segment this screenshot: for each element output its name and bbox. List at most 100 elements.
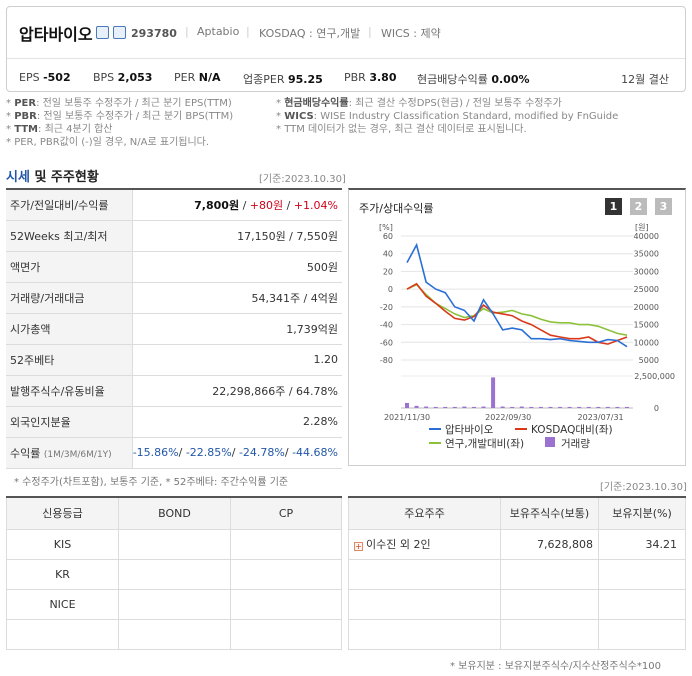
volume-bar	[625, 406, 629, 408]
volume-bar	[510, 406, 515, 408]
y-tick-label-left: 20	[383, 267, 393, 276]
chart-title: 주가/상대수익률	[359, 202, 434, 215]
y-tick-label-right: 10000	[634, 338, 659, 347]
metric-industry-per: 업종PER 95.25	[243, 73, 323, 86]
y-tick-label-right: 20000	[634, 303, 659, 312]
x-tick-label: 2023/07/31	[578, 413, 624, 422]
column-header: CP	[230, 497, 342, 530]
table-row: 발행주식수/유동비율 22,298,866주 / 64.78%	[6, 375, 342, 407]
column-header: 신용등급	[6, 497, 119, 530]
y-tick-label-right: 15000	[634, 321, 659, 330]
table-row: + 이수진 외 2인 7,628,808 34.21	[348, 528, 686, 560]
legend-swatch	[545, 437, 555, 447]
row-value: 1,739억원	[132, 313, 342, 345]
volume-bar	[567, 406, 572, 408]
volume-bar	[519, 406, 524, 408]
company-eng-name: Aptabio	[197, 25, 240, 38]
divider: |	[185, 25, 189, 38]
table-row: 액면가 500원	[6, 251, 342, 283]
table-row	[6, 618, 342, 650]
row-value: 7,800원 / +80원 / +1.04%	[132, 189, 342, 221]
y-tick-label-left: -60	[380, 338, 393, 347]
expand-icon[interactable]: +	[354, 542, 363, 551]
table-row: 52Weeks 최고/최저 17,150원 / 7,550원	[6, 220, 342, 252]
y-axis-unit-right: [원]	[635, 223, 649, 232]
volume-bar	[577, 406, 582, 408]
volume-bar	[424, 406, 429, 408]
home-icon[interactable]	[96, 26, 109, 39]
volume-bar	[481, 406, 486, 408]
basis-date: [기준:2023.10.30]	[259, 174, 346, 185]
stock-code: 293780	[131, 27, 177, 40]
row-label: 주가/전일대비/수익률	[6, 189, 133, 221]
metric-per: PER N/A	[174, 71, 221, 84]
volume-bar	[596, 406, 601, 408]
chart-page-3-button[interactable]: 3	[655, 198, 672, 215]
table-row: 수익률 (1M/3M/6M/1Y) -15.86%/ -22.85%/ -24.…	[6, 437, 342, 469]
table-row: 주가/전일대비/수익률 7,800원 / +80원 / +1.04%	[6, 189, 342, 221]
cp-cell	[230, 618, 342, 650]
table-row	[348, 618, 686, 650]
y-tick-label-left: -20	[380, 303, 393, 312]
y-tick-label-right: 25000	[634, 285, 659, 294]
row-label: 52Weeks 최고/최저	[6, 220, 133, 252]
chart-page-1-button[interactable]: 1	[605, 198, 622, 215]
series-line	[406, 242, 628, 348]
table-row: 52주베타 1.20	[6, 344, 342, 376]
row-label: 거래량/거래대금	[6, 282, 133, 314]
row-value: 2.28%	[132, 406, 342, 438]
row-label: 액면가	[6, 251, 133, 283]
building-icon[interactable]	[113, 26, 126, 39]
table-row: 시가총액 1,739억원	[6, 313, 342, 345]
agency-name	[6, 618, 119, 650]
volume-bar	[414, 405, 419, 408]
quote-footnote: * 수정주가(차트포함), 보통주 기준, * 52주베타: 주간수익률 기준	[14, 477, 289, 488]
wics-info: WICS : 제약	[381, 27, 441, 40]
holder-name[interactable]: + 이수진 외 2인	[348, 528, 501, 560]
y-tick-label-right: 40000	[634, 232, 659, 241]
bond-cell	[118, 528, 231, 560]
table-row: 거래량/거래대금 54,341주 / 4억원	[6, 282, 342, 314]
row-value: 54,341주 / 4억원	[132, 282, 342, 314]
agency-name: KIS	[6, 528, 119, 560]
metric-bps: BPS 2,053	[93, 71, 153, 84]
volume-bar	[529, 406, 534, 408]
legend-label: 연구,개발대비(좌)	[445, 438, 524, 450]
volume-bar	[405, 402, 409, 408]
holders-footnote: * 보유지분 : 보유지분주식수/지수산정주식수*100	[450, 661, 661, 672]
note-dividend: * 현금배당수익률: 최근 결산 수정DPS(현금) / 전일 보통주 수정주가	[276, 98, 562, 109]
note-ttm: * TTM: 최근 4분기 합산	[6, 124, 113, 135]
quote-table: 주가/전일대비/수익률 7,800원 / +80원 / +1.04% 52Wee…	[6, 188, 342, 469]
note-per: * PER: 전일 보통주 수정주가 / 최근 분기 EPS(TTM)	[6, 98, 232, 109]
legend-label: KOSDAQ대비(좌)	[531, 424, 613, 436]
section-title: 시세 및 주주현황	[6, 170, 99, 185]
y-tick-label-left: 60	[383, 232, 393, 241]
notes-left: * PER: 전일 보통주 수정주가 / 최근 분기 EPS(TTM) * PB…	[6, 97, 271, 149]
volume-bar	[605, 406, 610, 408]
holder-pct: 34.21	[598, 528, 686, 560]
volume-tick-label: 2,500,000	[634, 372, 675, 381]
price-chart: [%] [원] 60 40000 40 35000 20 30000 0 25000 -20 2000…	[379, 223, 675, 450]
row-value: 22,298,866주 / 64.78%	[132, 375, 342, 407]
company-header: 압타바이오 293780 | Aptabio | KOSDAQ : 연구,개발 …	[6, 6, 686, 92]
y-axis-unit-left: [%]	[379, 223, 393, 232]
agency-name: KR	[6, 558, 119, 590]
volume-bar	[433, 406, 438, 408]
chart-panel: 주가/상대수익률 1 2 3 [%] [원] 60 40000 40 35000 20 300…	[348, 188, 686, 466]
volume-bar	[586, 406, 591, 408]
market-info: KOSDAQ : 연구,개발	[259, 27, 361, 40]
volume-bar	[462, 406, 467, 408]
major-shareholders-table: 주요주주 보유주식수(보통) 보유지분(%) + 이수진 외 2인 7,628,8…	[348, 496, 686, 650]
table-row: KR	[6, 558, 342, 590]
volume-bar	[548, 406, 553, 408]
header-top: 압타바이오 293780 | Aptabio | KOSDAQ : 연구,개발 …	[7, 7, 685, 59]
row-value: -15.86%/ -22.85%/ -24.78%/ -44.68%	[132, 437, 342, 469]
note-pbr: * PBR: 전일 보통주 수정주가 / 최근 분기 BPS(TTM)	[6, 111, 234, 122]
cp-cell	[230, 588, 342, 620]
credit-rating-table: 신용등급 BOND CP KIS KR NICE	[6, 496, 342, 650]
row-label: 시가총액	[6, 313, 133, 345]
table-header-row: 주요주주 보유주식수(보통) 보유지분(%)	[348, 497, 686, 530]
agency-name: NICE	[6, 588, 119, 620]
bond-cell	[118, 558, 231, 590]
chart-page-2-button[interactable]: 2	[630, 198, 647, 215]
